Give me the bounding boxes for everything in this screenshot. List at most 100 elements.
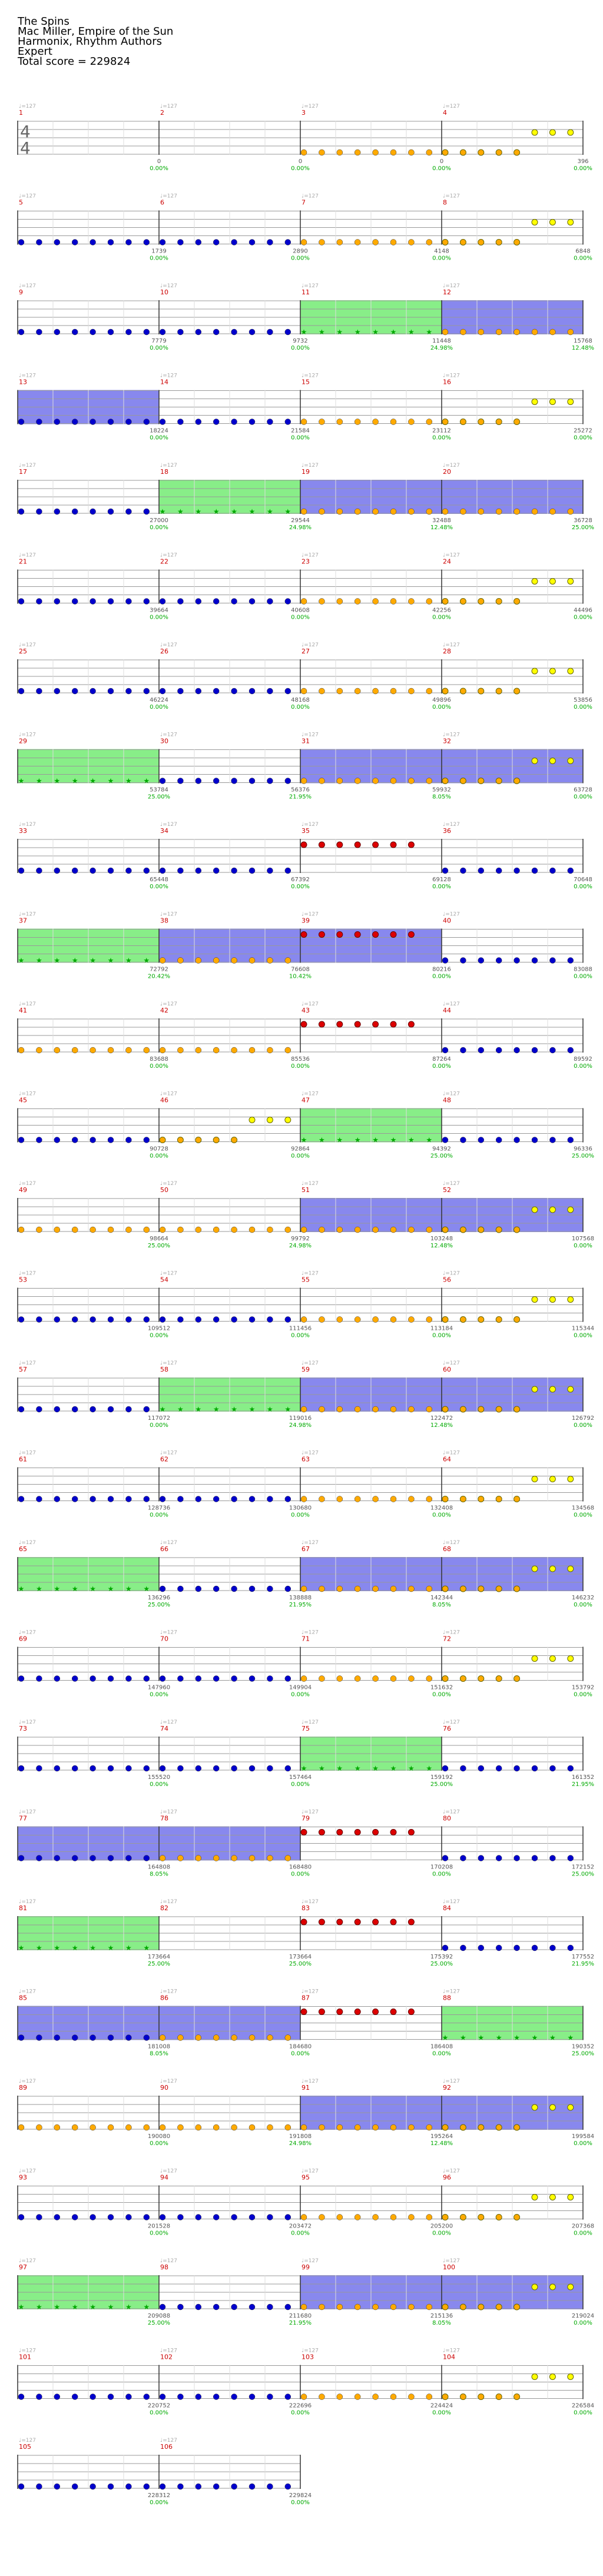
- tempo-label: ♩=127: [443, 1630, 460, 1636]
- orange-note: [459, 419, 466, 425]
- measure-percent: 25.00%: [148, 1602, 170, 1608]
- orange-note: [300, 1226, 307, 1233]
- open-note: [231, 688, 237, 695]
- open-note: [249, 2394, 256, 2400]
- star-note: ★: [36, 2303, 42, 2311]
- tempo-label: ♩=127: [160, 2348, 177, 2354]
- orange-note: [319, 419, 325, 425]
- open-note: [495, 957, 502, 964]
- measure-percent: 0.00%: [150, 884, 168, 890]
- open-note: [249, 419, 256, 425]
- tempo-label: ♩=127: [19, 1001, 36, 1007]
- measure-number: 11: [302, 288, 310, 296]
- measure-number: 40: [443, 917, 451, 925]
- open-note: [213, 867, 220, 874]
- star-note: ★: [90, 957, 96, 965]
- star-note: ★: [390, 328, 397, 336]
- measure-percent: 10.42%: [289, 974, 312, 980]
- star-note: ★: [18, 1585, 25, 1593]
- orange-note: [495, 239, 502, 245]
- tempo-label: ♩=127: [443, 1719, 460, 1725]
- yellow-note: [266, 1117, 273, 1123]
- orange-note: [495, 1585, 502, 1592]
- open-note: [549, 1137, 556, 1143]
- orange-note: [513, 1585, 521, 1592]
- orange-note: [442, 508, 449, 515]
- open-note: [231, 419, 237, 425]
- orange-note: [336, 778, 343, 784]
- open-note: [267, 2394, 273, 2400]
- red-note: [336, 1918, 343, 1926]
- open-note: [159, 2394, 166, 2400]
- orange-note: [319, 2124, 325, 2131]
- orange-note: [513, 2303, 521, 2311]
- yellow-note: [531, 2373, 538, 2380]
- orange-note: [354, 778, 361, 784]
- red-note: [354, 2009, 361, 2015]
- open-note: [54, 1496, 61, 1502]
- open-note: [107, 1765, 114, 1772]
- measure-score: 46224: [150, 697, 168, 703]
- measure-percent: 8.05%: [150, 1871, 168, 1878]
- measure-percent: 0.00%: [291, 435, 310, 441]
- tempo-label: ♩=127: [160, 1989, 177, 1995]
- orange-note: [408, 598, 415, 605]
- open-note: [125, 2394, 132, 2400]
- open-note: [18, 419, 25, 425]
- orange-note: [478, 688, 485, 695]
- measure-number: 10: [160, 288, 168, 296]
- open-note: [71, 2214, 78, 2220]
- measure-number: 64: [443, 1456, 451, 1463]
- tempo-label: ♩=127: [443, 1181, 460, 1187]
- open-note: [267, 688, 273, 695]
- measure-score: 219024: [572, 2313, 594, 2319]
- orange-note: [408, 1585, 415, 1592]
- red-note: [407, 1829, 415, 1835]
- open-note: [478, 1047, 485, 1054]
- tempo-label: ♩=127: [443, 463, 460, 469]
- measure-percent: 0.00%: [291, 1692, 310, 1698]
- measure-score: 39664: [150, 608, 168, 614]
- orange-note: [513, 1675, 521, 1682]
- open-note: [71, 1406, 78, 1413]
- measure-percent: 25.00%: [148, 794, 170, 801]
- red-note: [390, 1918, 397, 1926]
- open-note: [177, 598, 184, 605]
- measure-percent: 0.00%: [574, 794, 592, 801]
- open-note: [143, 1137, 150, 1143]
- tempo-label: ♩=127: [160, 2258, 177, 2264]
- open-note: [90, 1137, 96, 1143]
- yellow-note: [549, 2194, 556, 2200]
- measure-percent: 12.48%: [572, 345, 594, 351]
- orange-note: [513, 508, 520, 515]
- orange-note: [336, 2394, 343, 2400]
- orange-note: [567, 508, 574, 515]
- measure-number: 76: [443, 1725, 451, 1732]
- tempo-label: ♩=127: [19, 373, 36, 379]
- red-note: [390, 931, 397, 938]
- measure-percent: 0.00%: [150, 1781, 168, 1788]
- measure-number: 53: [19, 1276, 27, 1284]
- orange-note: [18, 1226, 25, 1233]
- open-note: [177, 328, 184, 336]
- yellow-note: [549, 1386, 556, 1393]
- open-note: [513, 1137, 520, 1143]
- song-title: The Spins: [18, 15, 69, 28]
- measure-number: 81: [19, 1904, 27, 1912]
- star-note: ★: [372, 1764, 379, 1772]
- open-note: [36, 688, 42, 695]
- orange-note: [267, 957, 273, 964]
- open-note: [36, 2394, 42, 2400]
- open-note: [531, 1944, 538, 1951]
- open-note: [36, 2483, 42, 2490]
- yellow-note: [531, 1476, 538, 1482]
- tempo-label: ♩=127: [302, 1360, 319, 1366]
- open-note: [267, 2483, 273, 2490]
- open-note: [107, 2034, 114, 2041]
- orange-note: [143, 1226, 150, 1233]
- measure-score: 220752: [148, 2403, 170, 2409]
- open-note: [442, 1137, 449, 1143]
- tempo-label: ♩=127: [19, 2348, 36, 2354]
- measure-percent: 0.00%: [574, 165, 592, 172]
- star-note: ★: [354, 1764, 361, 1772]
